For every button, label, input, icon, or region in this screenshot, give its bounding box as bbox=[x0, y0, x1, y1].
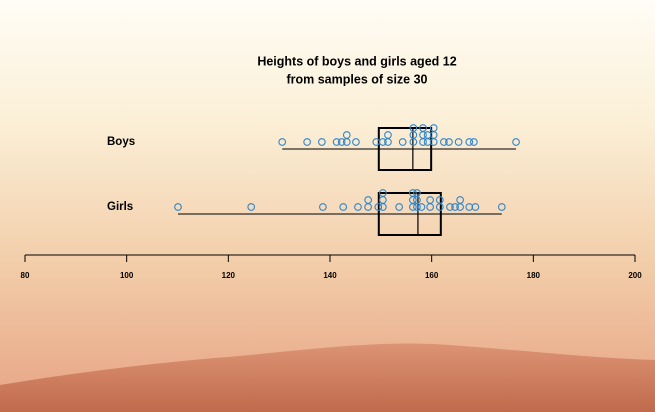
series-label: Girls bbox=[107, 201, 133, 213]
x-tick-label: 200 bbox=[628, 271, 642, 280]
x-tick-label: 80 bbox=[21, 271, 30, 280]
x-tick-label: 180 bbox=[527, 271, 541, 280]
x-tick-label: 160 bbox=[425, 271, 439, 280]
series-label: Boys bbox=[107, 136, 135, 148]
chart-subtitle: from samples of size 30 bbox=[286, 72, 427, 86]
x-tick-label: 120 bbox=[222, 271, 236, 280]
chart-title: Heights of boys and girls aged 12 bbox=[257, 54, 456, 68]
x-tick-label: 140 bbox=[323, 271, 337, 280]
chart: Heights of boys and girls aged 12 from s… bbox=[0, 0, 655, 412]
x-tick-label: 100 bbox=[120, 271, 134, 280]
